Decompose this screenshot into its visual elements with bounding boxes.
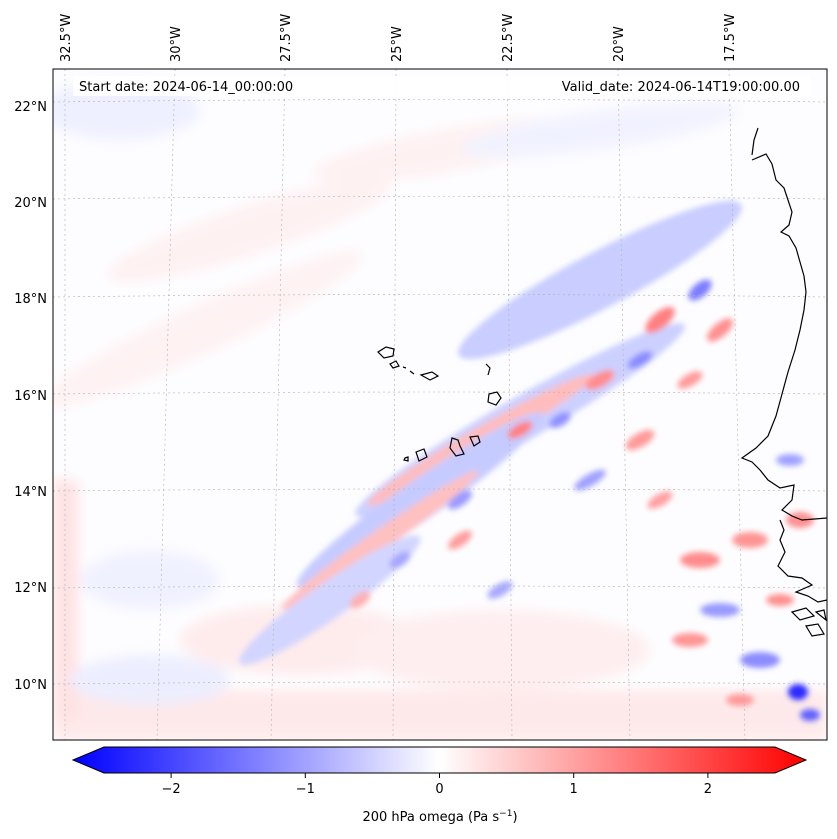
coastlines (740, 127, 827, 637)
info-strip (73, 76, 810, 96)
lon-label: 22.5°W (501, 14, 516, 62)
valid-date-label: Valid_date: 2024-06-14T19:00:00.00 (562, 80, 800, 95)
lon-label: 25°W (390, 26, 405, 62)
cape-verde-islands (377, 346, 502, 462)
colorbar-tick-label: −2 (162, 782, 181, 797)
lon-label: 32.5°W (59, 14, 74, 62)
map-panel: Start date: 2024-06-14_00:00:00 Valid_da… (52, 68, 828, 741)
colorbar-tick-label: 1 (570, 782, 578, 797)
colorbar-tick-label: −1 (296, 782, 315, 797)
omega-field (53, 80, 827, 740)
lat-label: 14°N (14, 485, 47, 500)
latitude-labels: 22°N 20°N 18°N 16°N 14°N 12°N 10°N (14, 100, 47, 693)
colorbar-body (71, 746, 808, 774)
colorbar-tick-label: 2 (704, 782, 712, 797)
lat-label: 20°N (14, 196, 47, 211)
lon-label: 27.5°W (279, 14, 294, 62)
lon-label: 17.5°W (723, 14, 738, 62)
colorbar-ticks: −2 −1 0 1 2 (162, 773, 712, 797)
colorbar: −2 −1 0 1 2 200 hPa omega (Pa s−1) (71, 746, 808, 825)
start-date-label: Start date: 2024-06-14_00:00:00 (79, 80, 293, 95)
longitude-labels: 32.5°W 30°W 27.5°W 25°W 22.5°W 20°W 17.5… (59, 14, 738, 62)
lat-label: 10°N (14, 678, 47, 693)
lat-label: 16°N (14, 389, 47, 404)
african-coastline (740, 127, 827, 603)
lat-label: 18°N (14, 292, 47, 307)
map-frame (52, 68, 828, 741)
lon-label: 30°W (169, 26, 184, 62)
lat-label: 12°N (14, 581, 47, 596)
lat-label: 22°N (14, 100, 47, 115)
colorbar-tick-label: 0 (435, 782, 443, 797)
lon-label: 20°W (612, 26, 627, 62)
coast-islands (790, 607, 827, 637)
colorbar-label: 200 hPa omega (Pa s−1) (362, 809, 517, 825)
gridlines (53, 69, 827, 740)
